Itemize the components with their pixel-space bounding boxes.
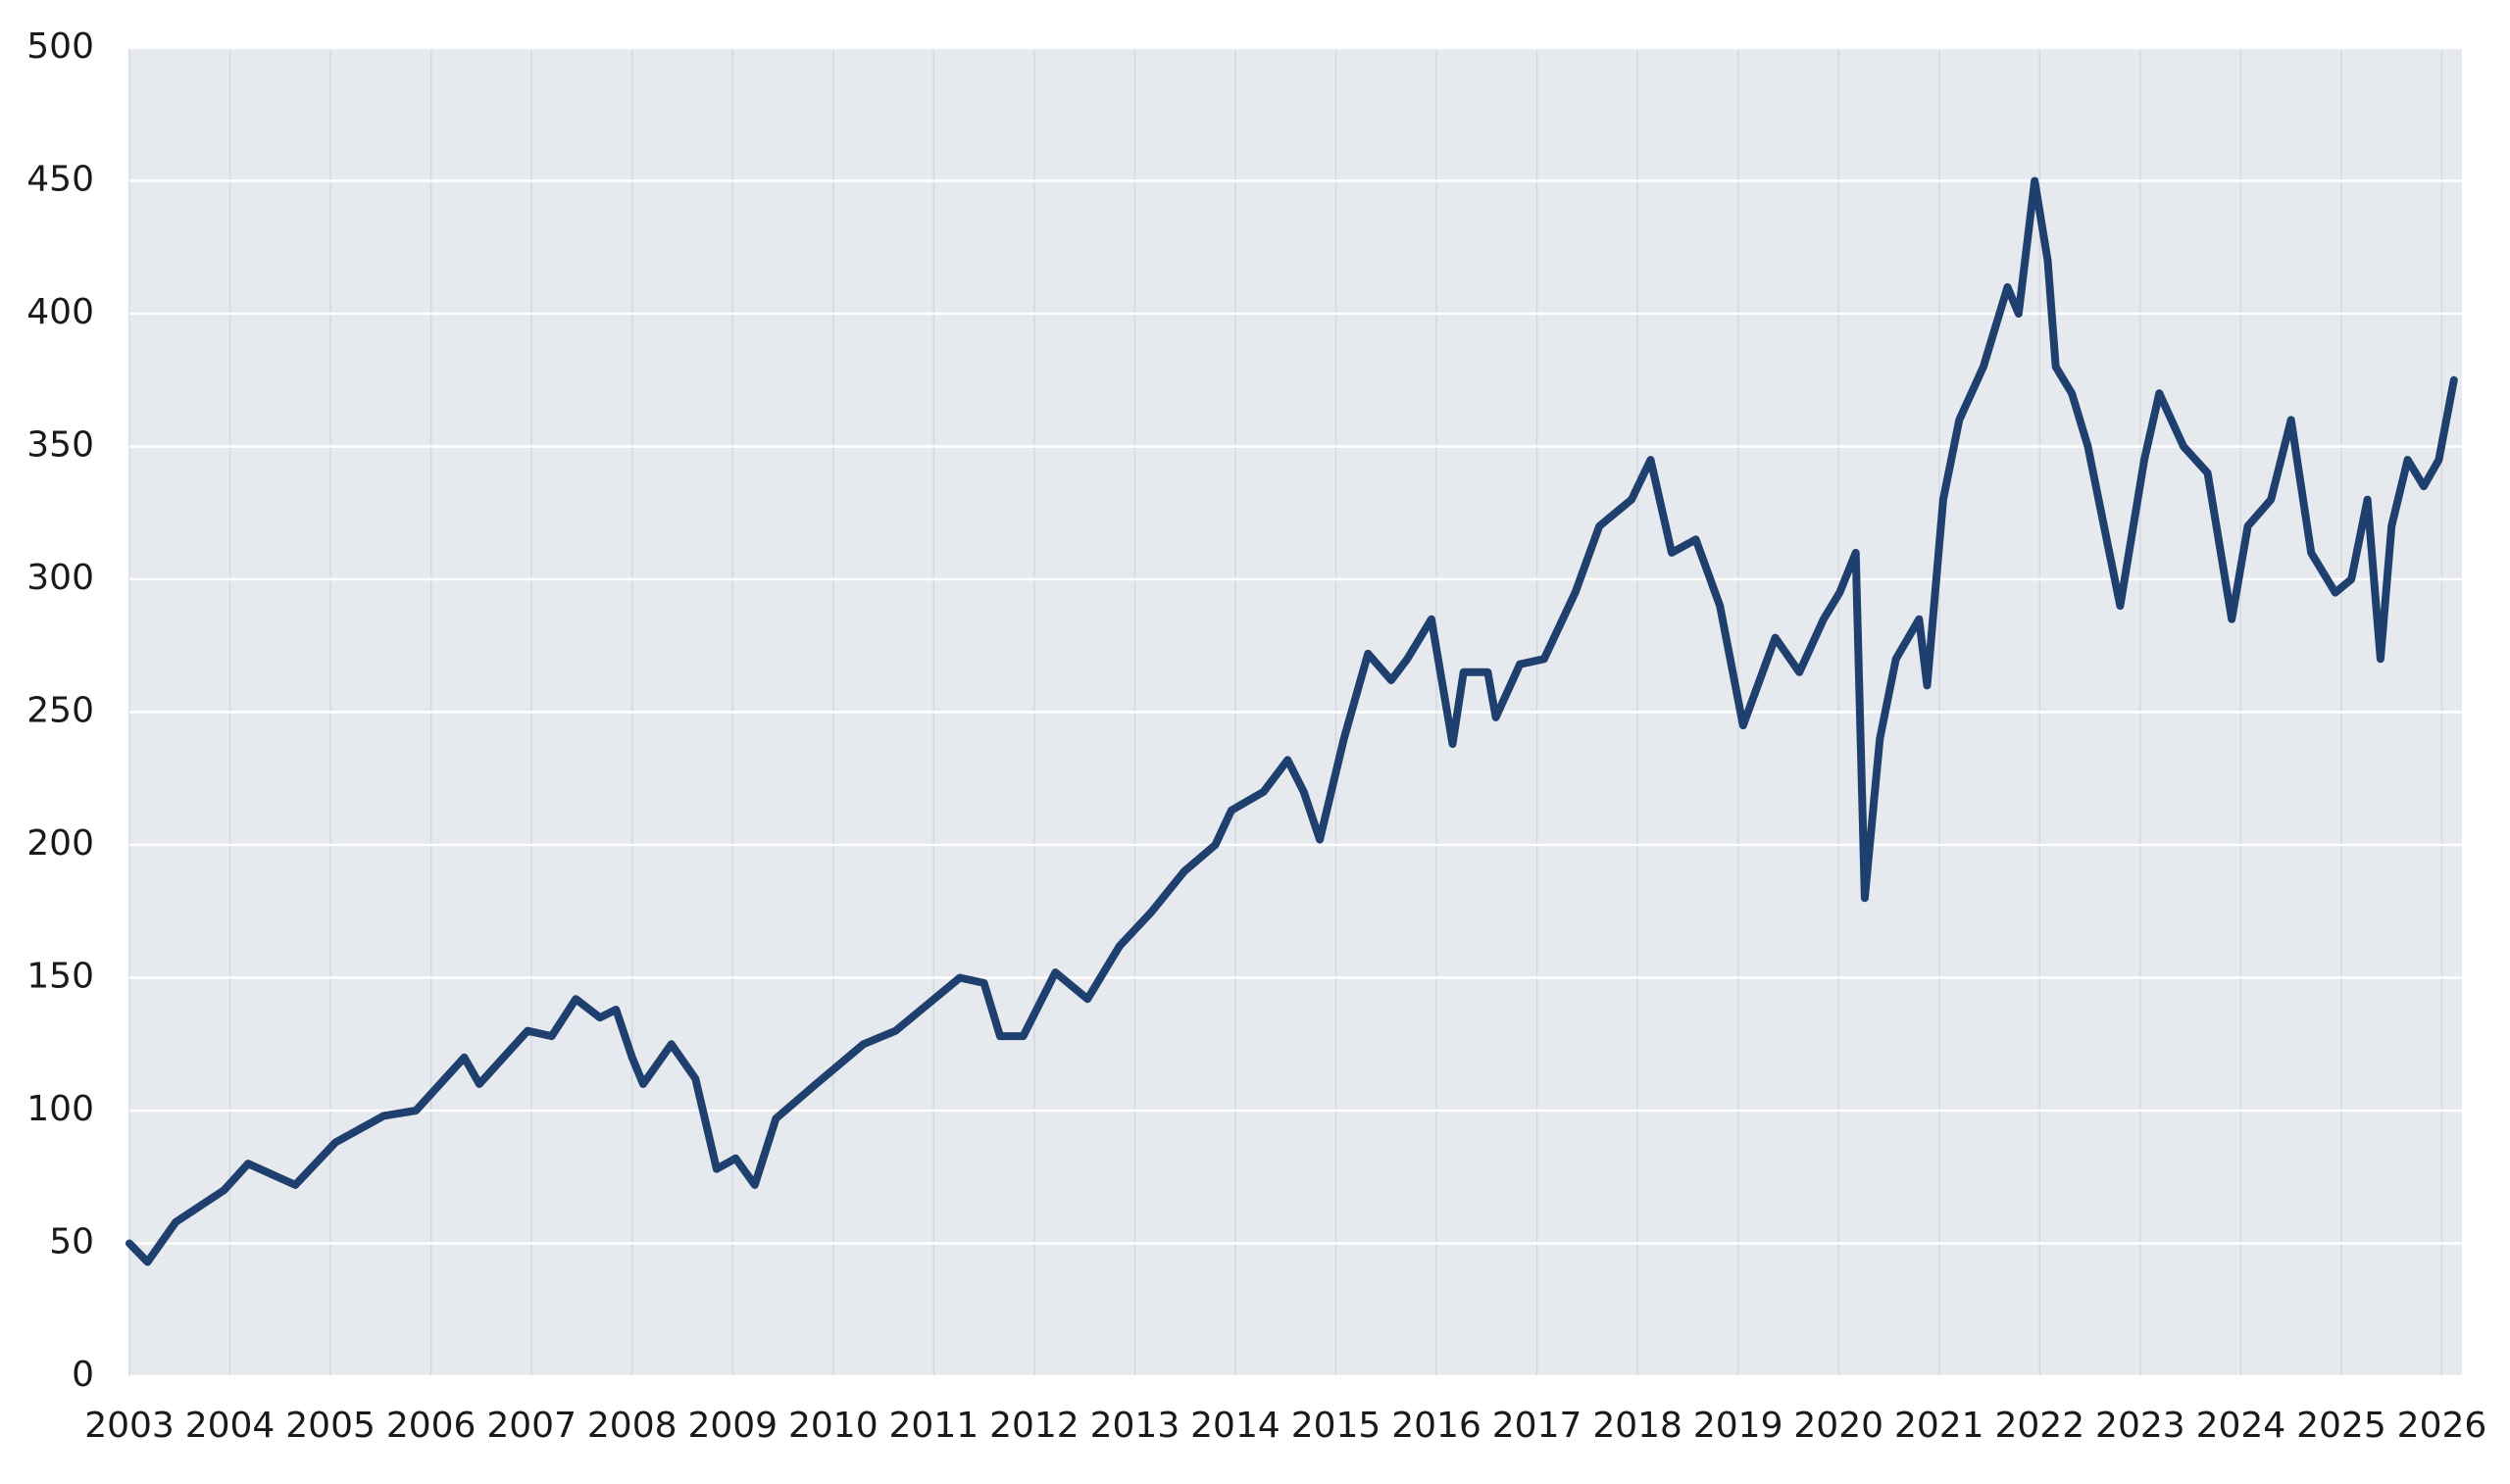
x-tick-label: 2019 [1693, 1406, 1783, 1446]
x-tick-label: 2013 [1090, 1406, 1180, 1446]
x-tick-label: 2005 [285, 1406, 376, 1446]
x-tick-label: 2010 [788, 1406, 878, 1446]
x-tick-label: 2020 [1793, 1406, 1883, 1446]
x-tick-label: 2009 [687, 1406, 778, 1446]
y-tick-label: 0 [72, 1355, 94, 1395]
x-tick-label: 2025 [2296, 1406, 2386, 1446]
x-tick-label: 2012 [989, 1406, 1079, 1446]
y-tick-label: 250 [26, 691, 94, 731]
y-tick-label: 50 [49, 1222, 94, 1262]
x-tick-label: 2007 [486, 1406, 577, 1446]
x-tick-label: 2004 [185, 1406, 276, 1446]
x-tick-label: 2024 [2196, 1406, 2286, 1446]
y-tick-label: 200 [26, 823, 94, 864]
x-tick-label: 2014 [1190, 1406, 1280, 1446]
x-tick-label: 2006 [386, 1406, 477, 1446]
x-tick-label: 2003 [84, 1406, 175, 1446]
x-tick-label: 2016 [1391, 1406, 1481, 1446]
y-tick-label: 150 [26, 957, 94, 997]
y-tick-label: 100 [26, 1089, 94, 1129]
x-tick-label: 2021 [1894, 1406, 1984, 1446]
x-tick-label: 2008 [587, 1406, 678, 1446]
x-tick-label: 2015 [1291, 1406, 1381, 1446]
y-tick-label: 400 [26, 292, 94, 332]
y-tick-label: 500 [26, 26, 94, 67]
data-line [126, 176, 2458, 1266]
y-tick-label: 450 [26, 160, 94, 200]
x-tick-label: 2017 [1492, 1406, 1582, 1446]
x-tick-label: 2018 [1592, 1406, 1682, 1446]
x-tick-label: 2023 [2095, 1406, 2185, 1446]
y-tick-label: 300 [26, 558, 94, 598]
y-tick-label: 350 [26, 425, 94, 466]
x-tick-label: 2026 [2397, 1406, 2487, 1446]
x-tick-label: 2022 [1995, 1406, 2085, 1446]
x-tick-label: 2011 [889, 1406, 979, 1446]
